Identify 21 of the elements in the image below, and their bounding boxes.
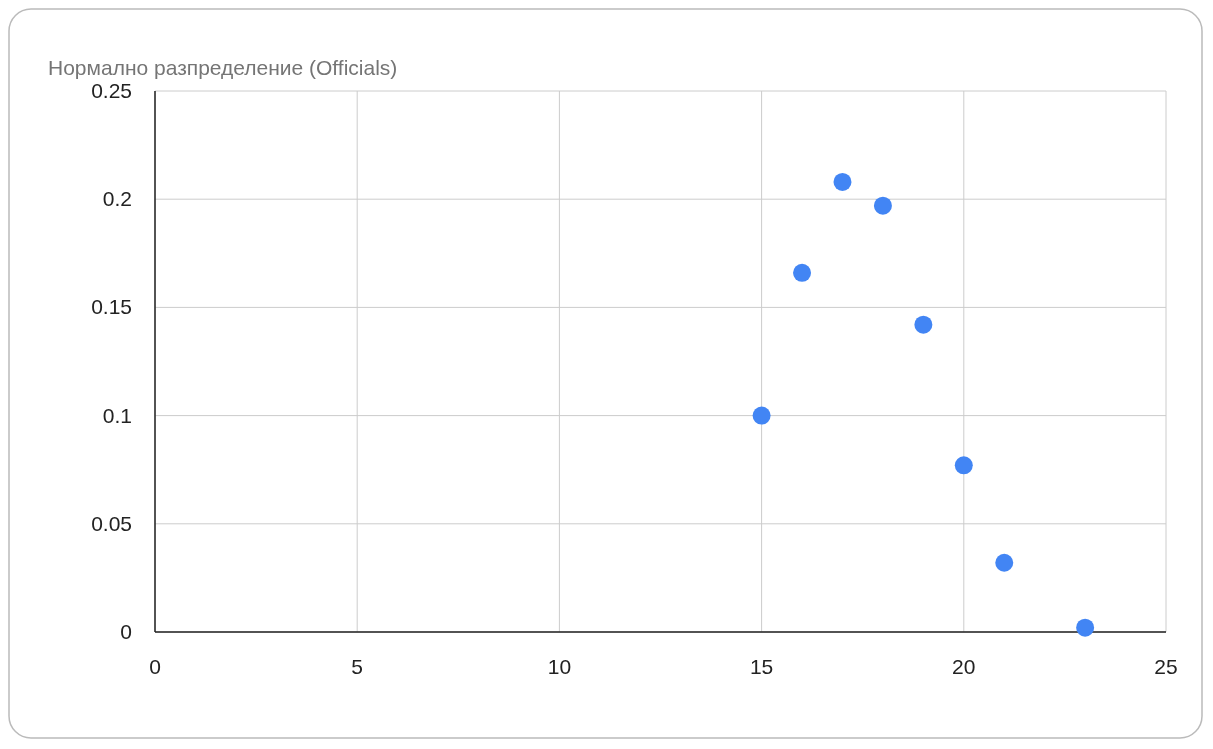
point	[1076, 618, 1095, 637]
point	[873, 196, 892, 215]
y-tick-label: 0.05	[91, 511, 132, 535]
y-tick-label: 0.2	[102, 187, 132, 211]
point	[833, 172, 852, 191]
x-tick-label: 25	[1154, 655, 1178, 678]
x-tick-label: 0	[149, 655, 161, 678]
y-tick-label: 0.1	[102, 403, 132, 427]
point	[914, 315, 933, 334]
point	[793, 263, 812, 282]
chart-title: Нормално разпределение (Officials)	[48, 56, 398, 79]
point	[995, 553, 1014, 572]
point	[954, 456, 973, 475]
x-tick-label: 5	[351, 655, 364, 678]
x-tick-label: 15	[749, 655, 774, 678]
y-tick-label: 0	[120, 620, 132, 643]
point	[752, 406, 771, 425]
y-tick-label: 0.25	[91, 79, 132, 102]
x-tick-label: 20	[952, 655, 976, 678]
x-tick-label: 10	[547, 655, 572, 678]
y-tick-label: 0.15	[91, 295, 132, 319]
